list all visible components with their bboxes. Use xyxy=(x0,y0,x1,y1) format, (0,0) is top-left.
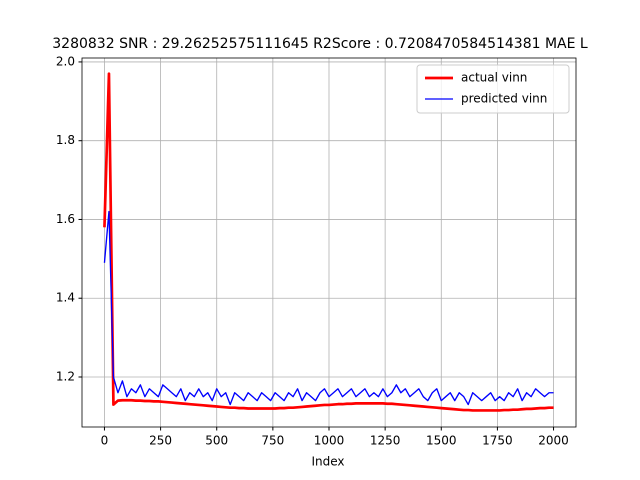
y-tick-label: 1.4 xyxy=(56,291,75,305)
x-tick-label: 750 xyxy=(261,434,284,448)
x-tick-label: 1000 xyxy=(314,434,345,448)
x-axis-label: Index xyxy=(311,455,344,469)
x-tick-label: 1250 xyxy=(370,434,401,448)
x-tick-label: 500 xyxy=(205,434,228,448)
data-line xyxy=(103,72,554,412)
x-tick-label: 250 xyxy=(149,434,172,448)
y-tick-label: 1.2 xyxy=(56,369,75,383)
y-tick-label: 2.0 xyxy=(56,54,75,68)
data-line xyxy=(103,210,554,406)
x-tick-label: 1750 xyxy=(482,434,513,448)
plot-frame xyxy=(81,57,577,428)
y-tick-label: 1.6 xyxy=(56,212,75,226)
x-tick-label: 1500 xyxy=(426,434,457,448)
y-tick-label: 1.8 xyxy=(56,133,75,147)
legend-box xyxy=(416,64,570,114)
legend-label: predicted vinn xyxy=(461,92,547,106)
x-tick-label: 2000 xyxy=(538,434,569,448)
legend-label: actual vinn xyxy=(461,71,527,85)
x-tick-label: 0 xyxy=(101,434,109,448)
chart-title: 3280832 SNR : 29.26252575111645 R2Score … xyxy=(52,36,588,52)
